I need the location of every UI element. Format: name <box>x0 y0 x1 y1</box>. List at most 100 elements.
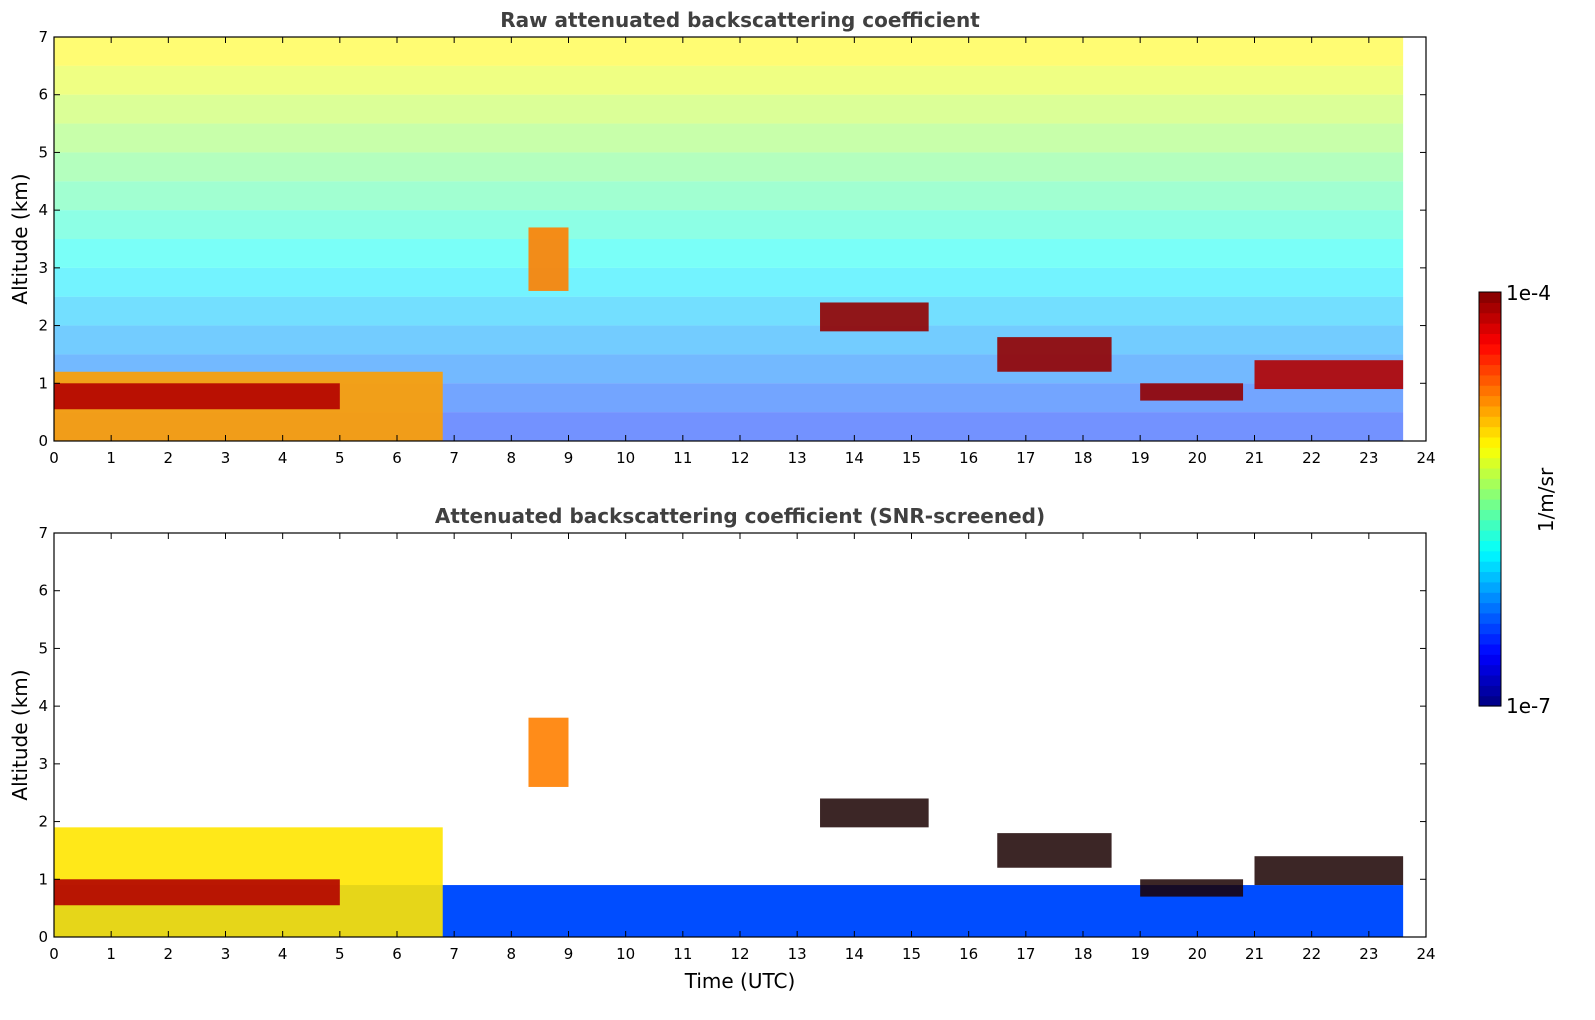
colorbar-step <box>1479 674 1501 686</box>
colorbar-step <box>1479 561 1501 573</box>
heatmap-feature <box>1140 879 1244 897</box>
colorbar-step <box>1479 530 1501 541</box>
y-axis-label: Altitude (km) <box>8 173 32 304</box>
colorbar-step <box>1479 571 1501 583</box>
x-tick-label: 10 <box>616 449 635 467</box>
heatmap-feature <box>1254 856 1404 886</box>
background-band <box>54 325 1404 355</box>
x-tick-label: 3 <box>221 945 231 963</box>
x-axis-ticks: 0 1 2 3 4 5 6 7 8 9 10 11 12 13 14 15 16 17 18 19 20 21 22 23 24 <box>49 37 1436 467</box>
x-tick-label: 22 <box>1302 945 1321 963</box>
colorbar-step <box>1479 685 1501 697</box>
heatmap-feature <box>997 337 1112 372</box>
x-tick-label: 8 <box>507 449 517 467</box>
colorbar-step <box>1479 364 1501 376</box>
x-axis-label: Time (UTC) <box>684 969 796 993</box>
heatmap-feature <box>820 302 929 332</box>
colorbar-step <box>1479 302 1501 314</box>
y-tick-label: 6 <box>38 582 48 600</box>
panel-title: Raw attenuated backscattering coefficien… <box>500 8 980 32</box>
y-tick-label: 1 <box>38 374 48 392</box>
x-tick-label: 14 <box>845 945 864 963</box>
x-tick-label: 0 <box>49 449 59 467</box>
x-tick-label: 9 <box>564 945 574 963</box>
x-tick-label: 16 <box>959 449 978 467</box>
colorbar-step <box>1479 478 1501 490</box>
colorbar-step <box>1479 592 1501 604</box>
heatmap-feature <box>1254 360 1404 390</box>
x-tick-label: 18 <box>1073 945 1092 963</box>
x-tick-label: 19 <box>1131 945 1150 963</box>
y-tick-label: 7 <box>38 524 48 542</box>
heatmap-feature <box>54 879 340 906</box>
colorbar-step <box>1479 395 1501 407</box>
y-tick-label: 2 <box>38 317 48 335</box>
y-tick-label: 4 <box>38 697 48 715</box>
colorbar-step <box>1479 499 1501 510</box>
colorbar-step <box>1479 436 1501 448</box>
colorbar-step <box>1479 581 1501 593</box>
colorbar-step <box>1479 602 1501 614</box>
x-tick-label: 21 <box>1245 449 1264 467</box>
colorbar-gradient <box>1479 292 1501 707</box>
colorbar-step <box>1479 312 1501 324</box>
x-tick-label: 21 <box>1245 945 1264 963</box>
x-tick-label: 1 <box>106 449 116 467</box>
y-axis-ticks: 0 1 2 3 4 5 6 7 <box>38 28 1426 450</box>
snr-screened-panel: Attenuated backscattering coefficient (S… <box>8 504 1436 993</box>
x-tick-label: 18 <box>1073 449 1092 467</box>
x-tick-label: 16 <box>959 945 978 963</box>
x-tick-label: 5 <box>335 945 345 963</box>
background-band <box>54 267 1404 297</box>
background-band <box>54 123 1404 153</box>
heatmap-feature <box>1140 383 1244 401</box>
background-band <box>54 94 1404 124</box>
x-tick-label: 13 <box>788 449 807 467</box>
colorbar-step <box>1479 643 1501 655</box>
x-tick-label: 9 <box>564 449 574 467</box>
heatmap-layers <box>54 717 1404 937</box>
x-tick-label: 2 <box>164 449 174 467</box>
x-tick-label: 10 <box>616 945 635 963</box>
x-tick-label: 4 <box>278 945 288 963</box>
x-tick-label: 17 <box>1016 945 1035 963</box>
heatmap-feature <box>997 833 1112 868</box>
colorbar-max-label: 1e-4 <box>1506 281 1551 305</box>
heatmap-feature <box>528 717 569 787</box>
colorbar: 1e-4 1e-7 1/m/sr <box>1478 281 1558 718</box>
y-tick-label: 1 <box>38 870 48 888</box>
colorbar-step <box>1479 405 1501 417</box>
x-tick-label: 19 <box>1131 449 1150 467</box>
x-tick-label: 5 <box>335 449 345 467</box>
x-tick-label: 12 <box>730 945 749 963</box>
colorbar-step <box>1479 540 1501 552</box>
y-tick-label: 2 <box>38 813 48 831</box>
y-tick-label: 4 <box>38 201 48 219</box>
heatmap-layers <box>54 37 1404 441</box>
x-tick-label: 2 <box>164 945 174 963</box>
colorbar-step <box>1479 354 1501 366</box>
colorbar-step <box>1479 509 1501 521</box>
x-tick-label: 23 <box>1359 449 1378 467</box>
x-tick-label: 12 <box>730 449 749 467</box>
y-axis-label: Altitude (km) <box>8 669 32 800</box>
x-tick-label: 3 <box>221 449 231 467</box>
y-axis-ticks: 0 1 2 3 4 5 6 7 <box>38 524 1426 946</box>
colorbar-min-label: 1e-7 <box>1506 694 1551 718</box>
colorbar-step <box>1479 292 1501 303</box>
colorbar-unit-label: 1/m/sr <box>1534 467 1558 532</box>
colorbar-step <box>1479 633 1501 645</box>
colorbar-step <box>1479 467 1501 479</box>
heatmap-feature <box>820 798 929 828</box>
background-band <box>54 65 1404 95</box>
y-tick-label: 6 <box>38 86 48 104</box>
x-tick-label: 0 <box>49 945 59 963</box>
y-tick-label: 7 <box>38 28 48 46</box>
x-tick-label: 20 <box>1188 945 1207 963</box>
colorbar-step <box>1479 385 1501 397</box>
x-tick-label: 24 <box>1416 449 1435 467</box>
background-band <box>54 239 1404 268</box>
x-tick-label: 4 <box>278 449 288 467</box>
colorbar-step <box>1479 333 1501 345</box>
colorbar-step <box>1479 623 1501 635</box>
